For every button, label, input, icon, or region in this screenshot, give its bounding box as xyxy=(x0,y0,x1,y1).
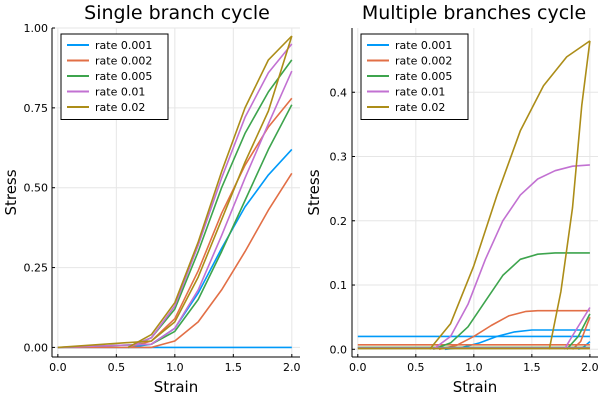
chart2-series-4-line-2 xyxy=(432,164,590,350)
chart2-title: Multiple branches cycle xyxy=(362,2,586,24)
chart1-y-tick-label: 0.25 xyxy=(24,262,49,275)
chart1-legend-label: rate 0.02 xyxy=(95,101,145,114)
chart1-y-axis-label: Stress xyxy=(2,169,20,215)
chart2-y-tick-label: 0.3 xyxy=(330,151,348,164)
chart1-series-4-line-2 xyxy=(127,43,293,349)
chart1-legend-label: rate 0.001 xyxy=(95,39,152,52)
chart1-x-tick-label: 2.0 xyxy=(283,361,301,374)
chart2-series-3-line-3 xyxy=(566,313,591,350)
chart2-x-axis-label: Strain xyxy=(453,378,497,396)
chart2-series-5-line-2 xyxy=(429,40,591,350)
chart2-x-tick-label: 2.0 xyxy=(581,361,599,374)
chart1-legend-label: rate 0.005 xyxy=(95,70,152,83)
chart2-legend-label: rate 0.001 xyxy=(395,39,452,52)
chart2-series-4-line-3 xyxy=(563,307,591,350)
chart1-x-tick-label: 1.5 xyxy=(225,361,243,374)
chart2-y-tick-label: 0.4 xyxy=(330,86,348,99)
chart1-legend-label: rate 0.01 xyxy=(95,86,145,99)
chart2-series-3-line-2 xyxy=(432,252,590,351)
chart2-series-5-line-3 xyxy=(548,40,591,350)
chart1-series-5-line-2 xyxy=(127,35,293,349)
chart1-series-4-line-1 xyxy=(57,70,293,349)
chart2-y-tick-label: 0.2 xyxy=(330,215,348,228)
chart2-x-tick-label: 1.0 xyxy=(465,361,483,374)
chart1-series-2-line-1 xyxy=(57,172,293,349)
chart2-legend-label: rate 0.005 xyxy=(395,70,452,83)
chart2-x-tick-label: 0.0 xyxy=(349,361,367,374)
chart1-title: Single branch cycle xyxy=(84,2,270,24)
chart1-y-tick-label: 1.00 xyxy=(24,22,49,35)
chart2-legend-label: rate 0.02 xyxy=(395,101,445,114)
chart2-x-tick-label: 0.5 xyxy=(407,361,425,374)
chart1-y-tick-label: 0.00 xyxy=(24,341,49,354)
chart1-legend-label: rate 0.002 xyxy=(95,55,152,68)
chart1-series-5-line-1 xyxy=(57,35,293,349)
chart2-y-axis-label: Stress xyxy=(305,169,323,215)
chart1-y-tick-label: 0.50 xyxy=(24,182,49,195)
chart2-y-tick-label: 0.0 xyxy=(330,343,348,356)
chart2-legend-label: rate 0.002 xyxy=(395,55,452,68)
chart2-y-tick-label: 0.1 xyxy=(330,279,348,292)
chart1-y-tick-label: 0.75 xyxy=(24,102,49,115)
chart1-x-tick-label: 0.5 xyxy=(108,361,126,374)
chart1-x-tick-label: 0.0 xyxy=(49,361,67,374)
chart2-legend-label: rate 0.01 xyxy=(395,86,445,99)
chart1-x-axis-label: Strain xyxy=(154,378,198,396)
chart2-x-tick-label: 1.5 xyxy=(523,361,541,374)
chart1-x-tick-label: 1.0 xyxy=(166,361,184,374)
chart2-series-2-line-2 xyxy=(438,309,590,351)
chart1-series-2-line-2 xyxy=(127,97,293,349)
